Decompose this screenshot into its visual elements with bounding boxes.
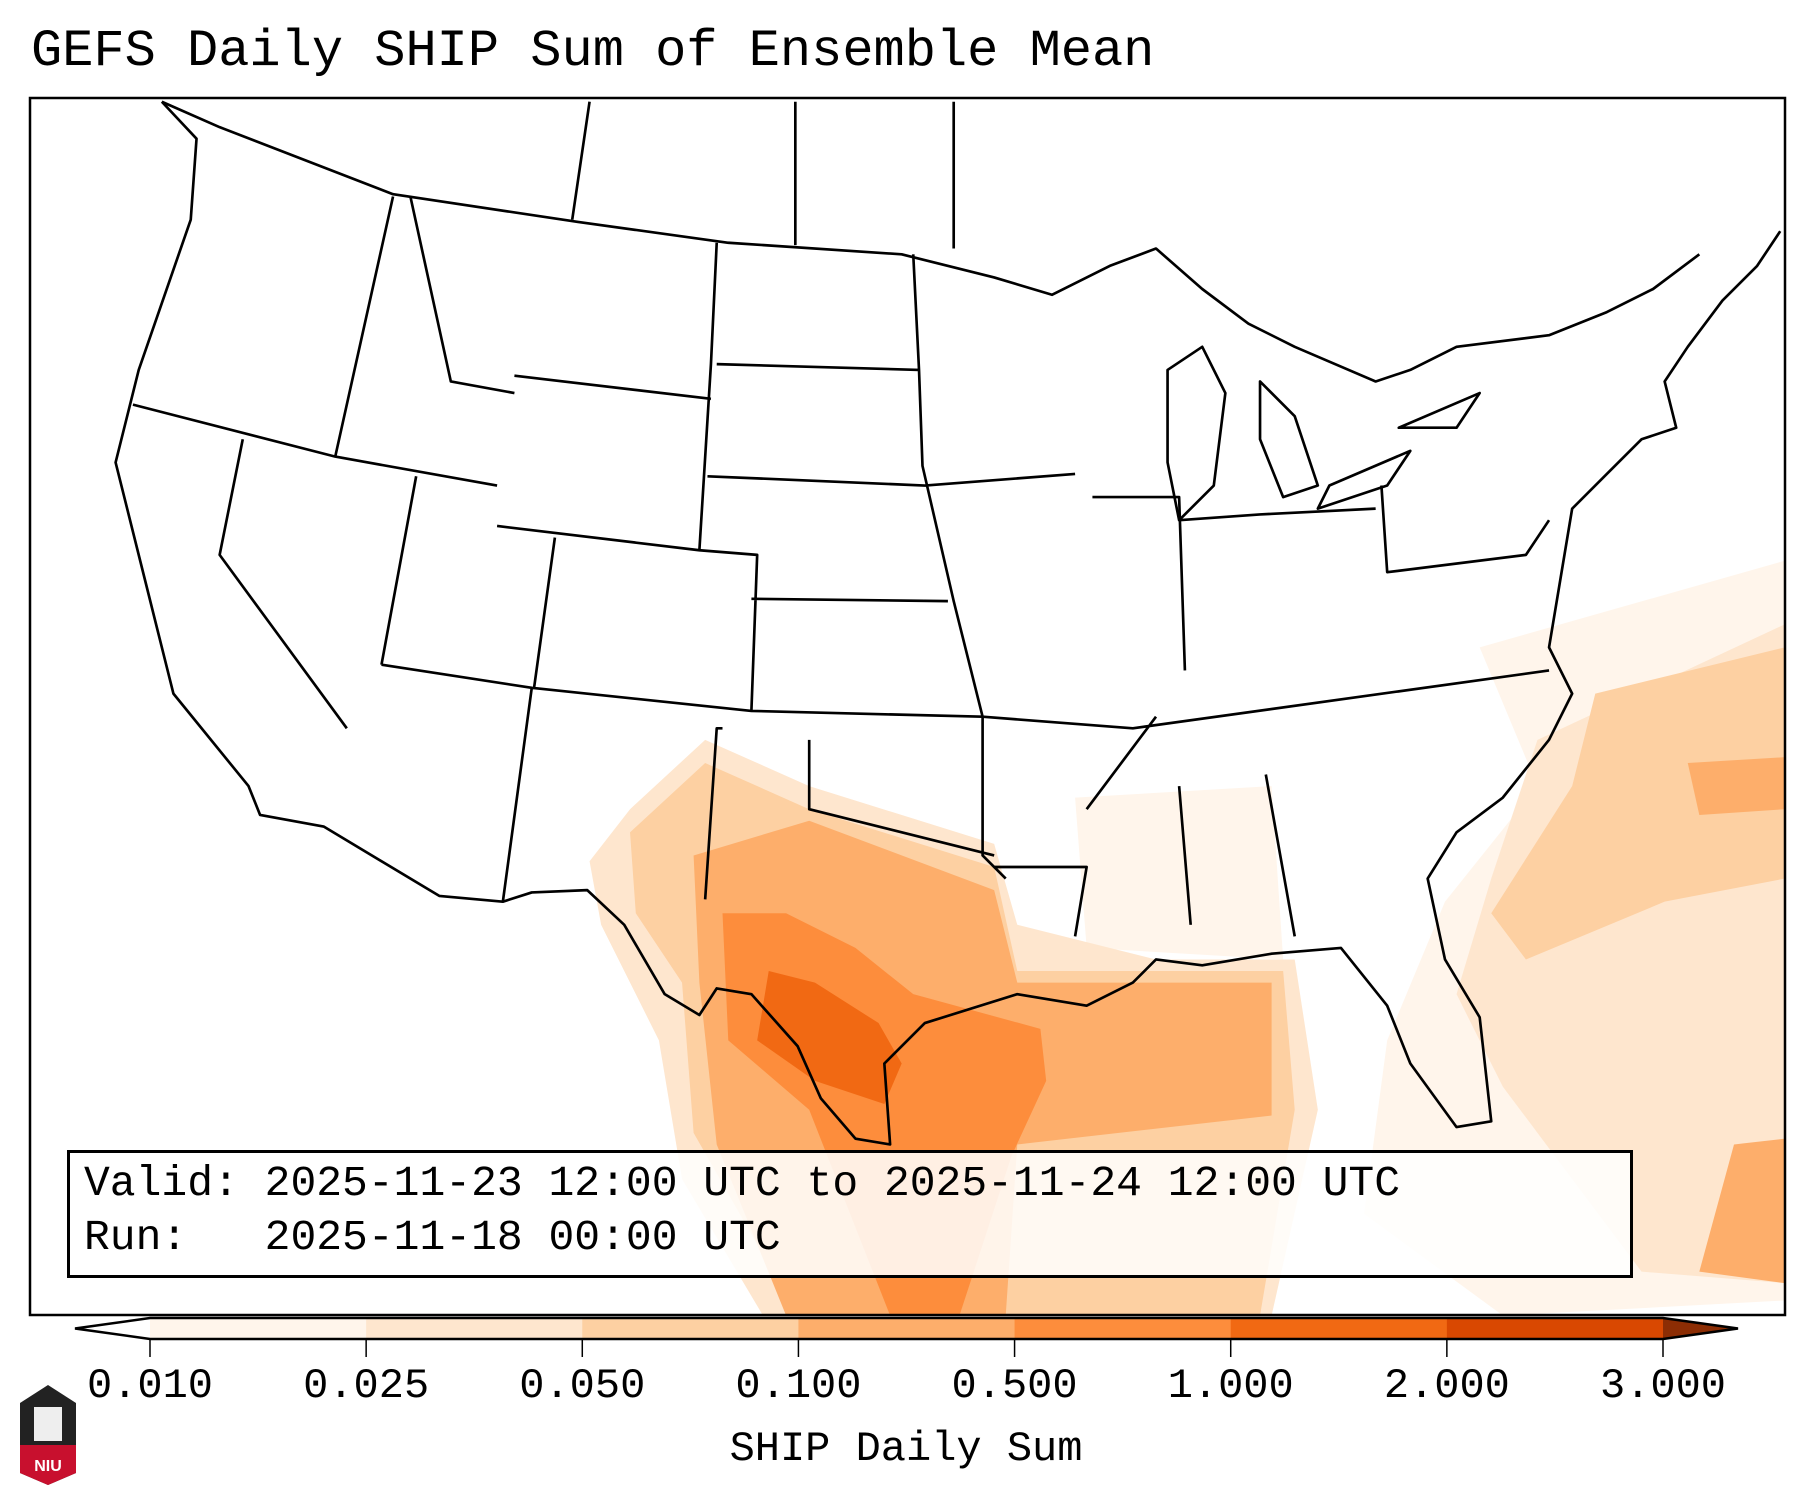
colorbar-label: SHIP Daily Sum: [729, 1425, 1083, 1473]
valid-run-info-box: Valid: 2025-11-23 12:00 UTC to 2025-11-2…: [67, 1150, 1633, 1278]
state-lines: [132, 101, 1551, 937]
colorbar-segment: [1230, 1318, 1448, 1339]
ship-field-region-level-3: [1687, 757, 1785, 815]
ship-field-region-level-0: [1075, 786, 1284, 960]
colorbar-segment: [798, 1318, 1016, 1339]
canada-border: [161, 100, 1701, 383]
colorbar-extend-high: [1663, 1318, 1738, 1339]
ship-field-region-level-5: [757, 971, 902, 1104]
map-frame: [28, 96, 1787, 1317]
valid-value: 2025-11-23 12:00 UTC to 2025-11-24 12:00…: [264, 1159, 1401, 1208]
run-label: Run:: [84, 1213, 188, 1262]
svg-text:NIU: NIU: [34, 1458, 62, 1475]
colorbar-segment: [582, 1318, 799, 1339]
colorbar-tick-label: 0.050: [519, 1362, 646, 1410]
ship-field-region-level-3: [1699, 1138, 1785, 1284]
ship-field-region-level-2: [1491, 647, 1785, 960]
colorbar-tick-label: 0.100: [735, 1362, 862, 1410]
colorbar-segment: [366, 1318, 583, 1339]
run-value: 2025-11-18 00:00 UTC: [264, 1213, 781, 1262]
great-lakes: [1166, 345, 1482, 522]
colorbar-tick-label: 0.500: [951, 1362, 1078, 1410]
colorbar-tick-label: 0.010: [86, 1362, 214, 1410]
chart-title: GEFS Daily SHIP Sum of Ensemble Mean: [31, 22, 1155, 81]
run-line: Run: 2025-11-18 00:00 UTC: [84, 1211, 1630, 1265]
niu-logo: NIU: [20, 1385, 76, 1485]
colorbar-tick-label: 1.000: [1167, 1362, 1294, 1410]
colorbar: [74, 1316, 1739, 1357]
colorbar-extend-low: [75, 1318, 150, 1339]
coastlines-and-borders: [114, 100, 1782, 1146]
colorbar-tick-label: 0.025: [303, 1362, 430, 1410]
colorbar-segment: [150, 1318, 367, 1339]
valid-label: Valid:: [84, 1159, 239, 1208]
valid-line: Valid: 2025-11-23 12:00 UTC to 2025-11-2…: [84, 1157, 1630, 1211]
conus-outline: [114, 100, 1782, 1146]
colorbar-segment: [1446, 1318, 1664, 1339]
colorbar-tick-label: 3.000: [1599, 1362, 1727, 1410]
colorbar-tick-label: 2.000: [1383, 1362, 1510, 1410]
colorbar-segment: [1014, 1318, 1232, 1339]
